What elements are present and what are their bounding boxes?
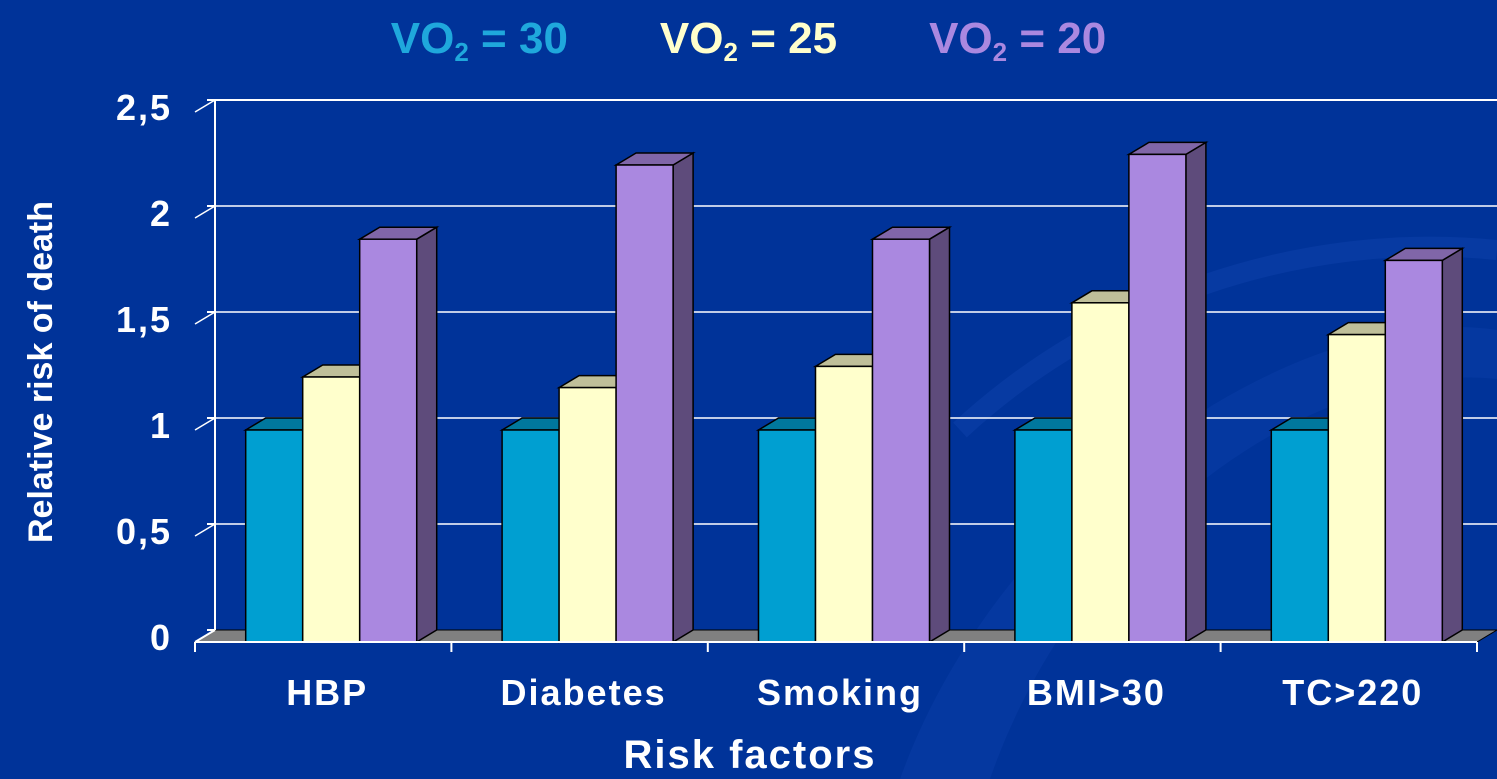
gridline-side	[194, 311, 216, 325]
bar-diabetes-series-3	[613, 151, 696, 644]
bar-tc220-series-3	[1382, 247, 1466, 644]
bar-front-face	[757, 429, 817, 643]
y-tick-label: 2	[150, 193, 172, 234]
y-tick-label: 1,5	[116, 299, 172, 340]
x-tick-label: Smoking	[757, 672, 923, 713]
bars	[242, 141, 1466, 644]
legend-item-vo2-20: VO2 = 20	[929, 14, 1107, 67]
chart-legend: VO2 = 30 VO2 = 25 VO2 = 20	[0, 14, 1497, 68]
bar-side-face	[1185, 141, 1207, 644]
bar-front-face	[558, 386, 617, 643]
y-tick-label: 1	[150, 405, 172, 446]
bar-front-face	[871, 238, 931, 643]
x-tick-label: TC>220	[1282, 672, 1423, 713]
bar-front-face	[1327, 333, 1387, 643]
bar-front-face	[501, 429, 560, 643]
y-tick-labels: 0 0,5 1 1,5 2 2,5	[116, 87, 215, 658]
x-tick-label: Diabetes	[501, 672, 667, 713]
legend-item-vo2-30: VO2 = 30	[390, 14, 568, 67]
bar-front-face	[615, 164, 674, 643]
bar-side-face	[672, 151, 694, 644]
gridline-side	[194, 205, 216, 219]
bar-hbp-series-3	[356, 225, 440, 644]
bar-front-face	[1270, 429, 1330, 643]
bar-front-face	[1014, 429, 1073, 643]
y-tick-label: 0	[150, 617, 172, 658]
bar-front-face	[1128, 153, 1187, 643]
bar-smoking-series-3	[869, 225, 953, 644]
y-tick-label: 0,5	[116, 511, 172, 552]
gridline-side	[194, 99, 216, 113]
bar-front-face	[301, 376, 361, 643]
bar-side-face	[928, 225, 951, 644]
y-tick-label: 2,5	[116, 87, 172, 128]
bar-bmi30-series-3	[1126, 141, 1209, 644]
bar-front-face	[244, 429, 304, 643]
bar-front-face	[814, 365, 874, 643]
legend-item-vo2-25: VO2 = 25	[659, 14, 838, 67]
bar-front-face	[1384, 259, 1444, 643]
bar-side-face	[415, 225, 438, 644]
bar-side-face	[1441, 247, 1464, 644]
gridline-side	[194, 417, 216, 431]
gridline-side	[194, 523, 216, 537]
x-tick-label: BMI>30	[1027, 672, 1166, 713]
bar-front-face	[358, 238, 418, 643]
bar-front-face	[1071, 302, 1130, 643]
x-tick-labels: HBP Diabetes Smoking BMI>30 TC>220	[194, 642, 1478, 713]
y-axis-title: Relative risk of death	[22, 201, 60, 543]
x-axis-title: Risk factors	[624, 733, 877, 777]
y-axis-base	[194, 629, 216, 643]
x-tick-label: HBP	[286, 672, 368, 713]
